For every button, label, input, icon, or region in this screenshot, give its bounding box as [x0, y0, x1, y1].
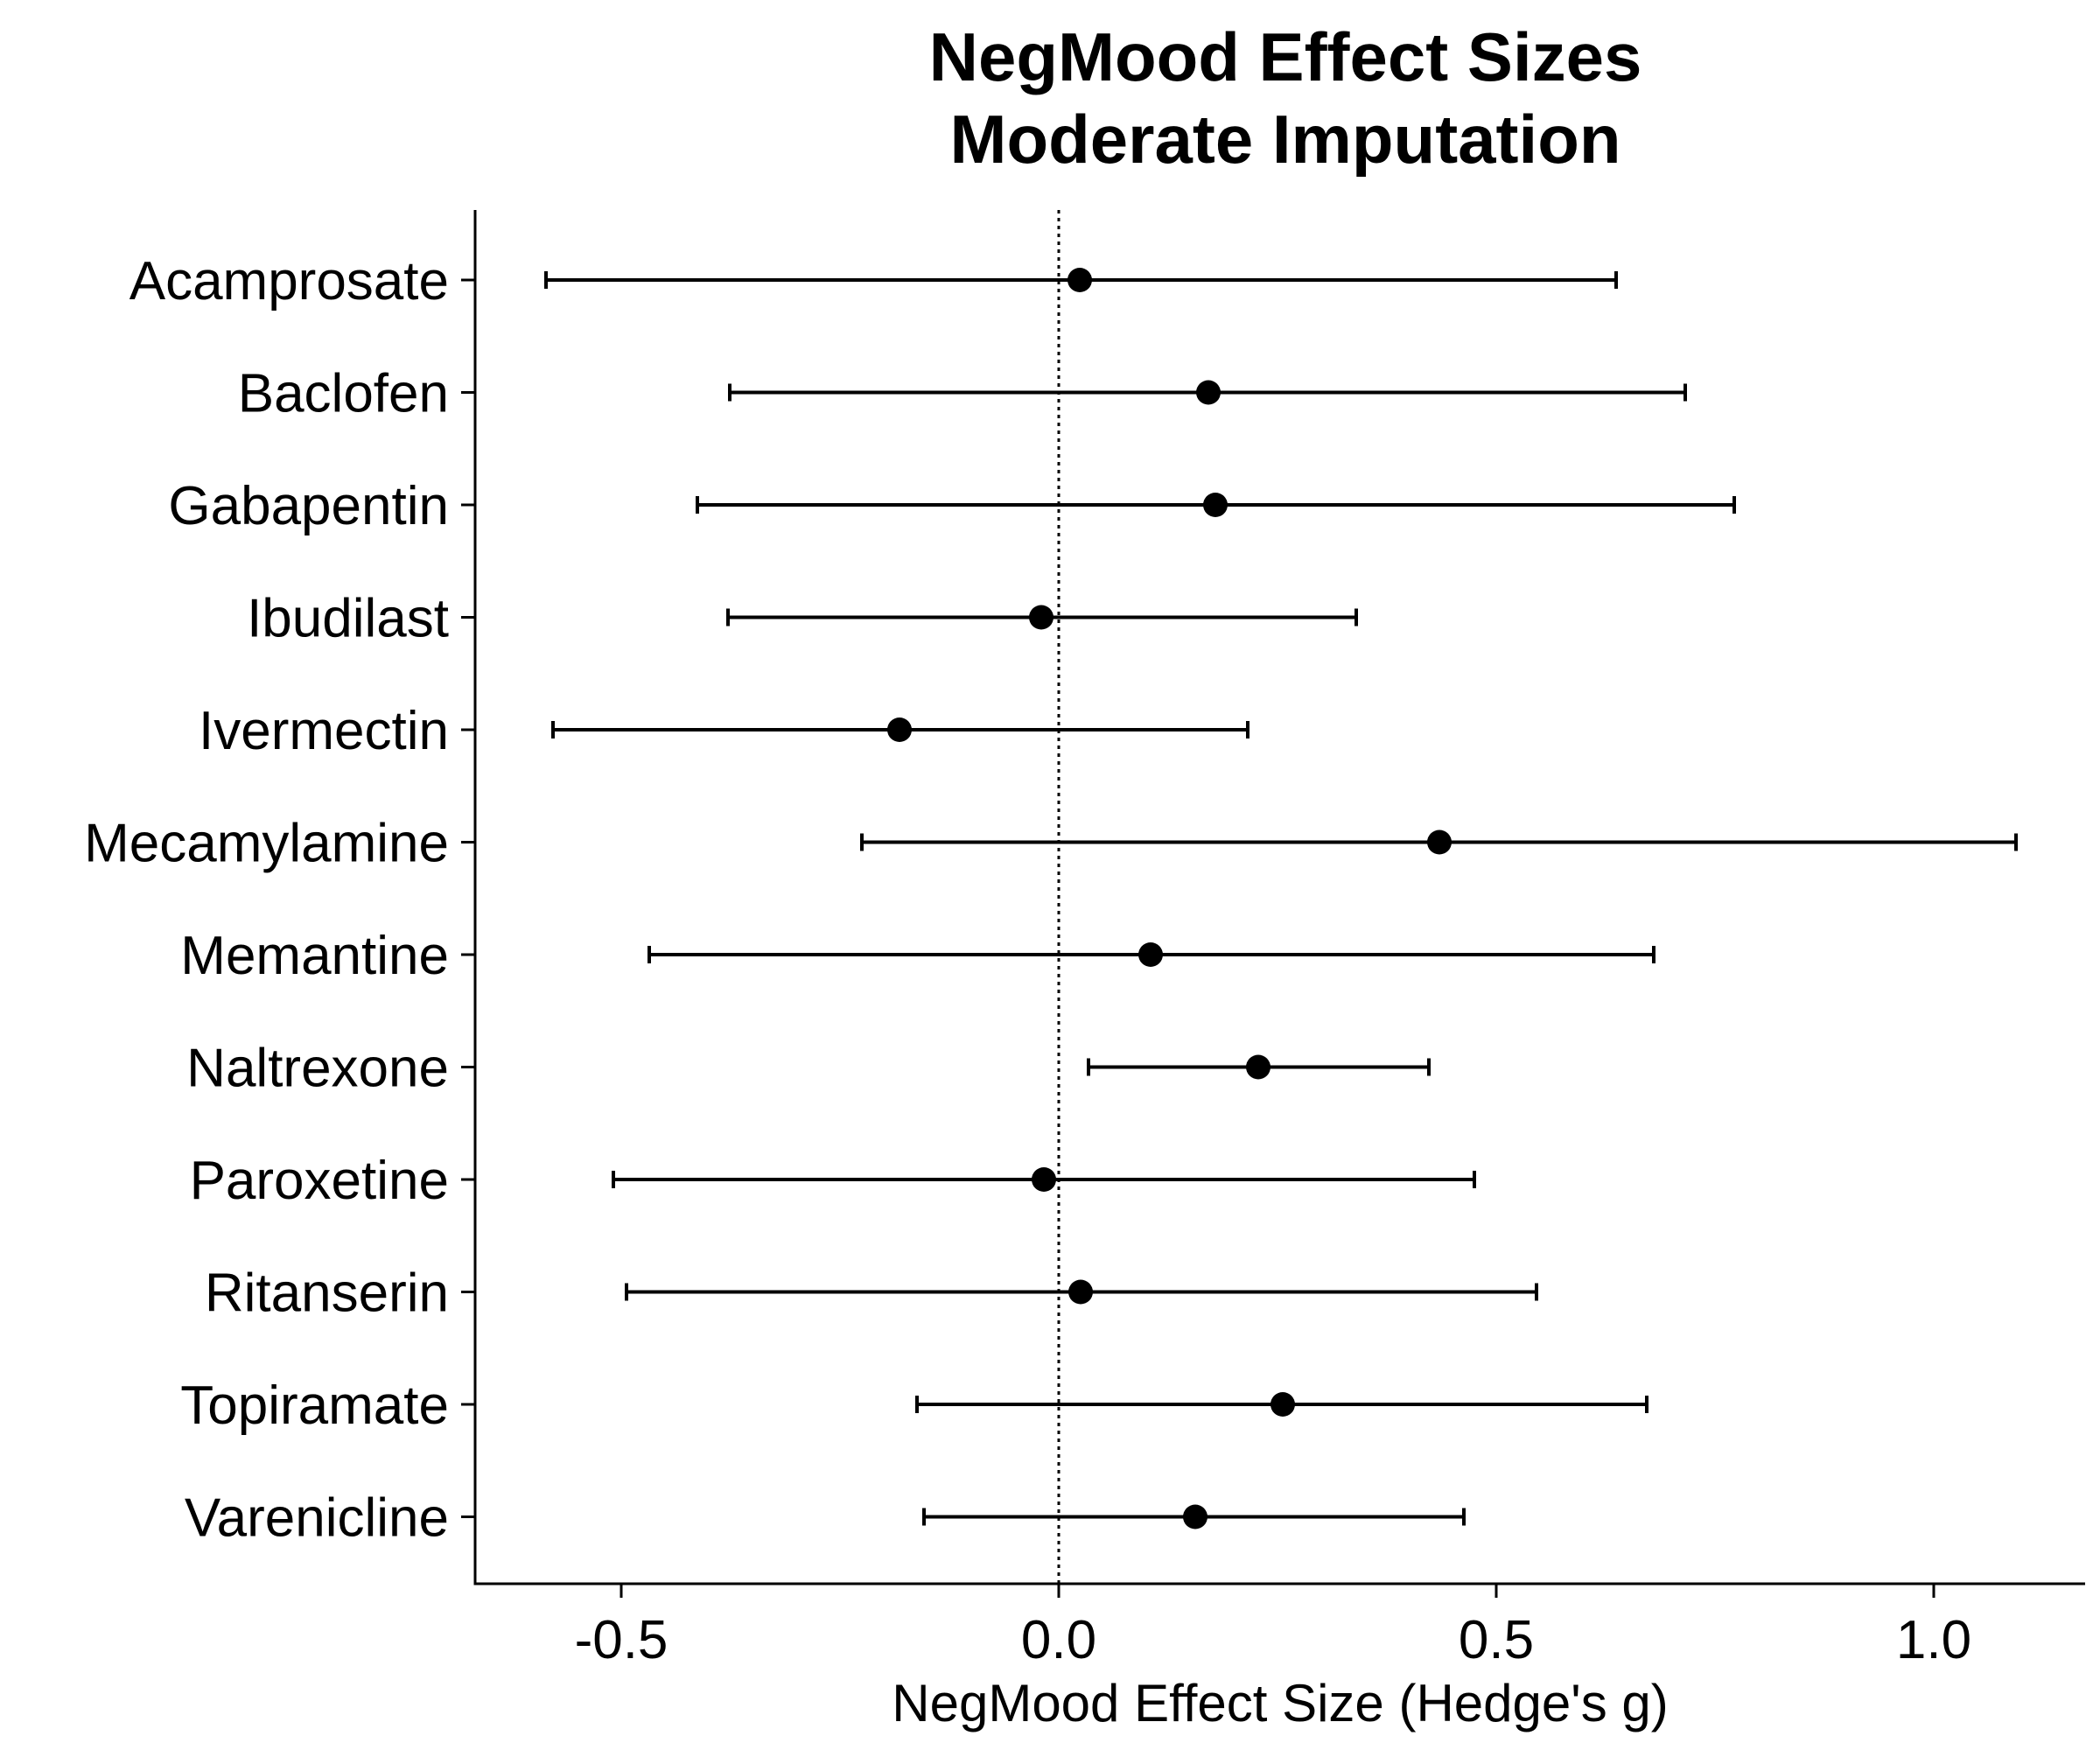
- y-tick-label-1: Baclofen: [238, 364, 449, 424]
- y-tick-label-3: Ibudilast: [247, 589, 449, 649]
- y-tick-label-11: Varenicline: [185, 1488, 449, 1549]
- y-tick-label-6: Memantine: [180, 926, 449, 986]
- estimate-point-11: [1183, 1504, 1208, 1530]
- estimate-point-8: [1032, 1167, 1056, 1192]
- estimate-point-2: [1203, 493, 1228, 517]
- chart-title-line-2: Moderate Imputation: [949, 101, 1620, 178]
- y-tick-label-9: Ritanserin: [205, 1264, 449, 1324]
- x-tick-label-2: 0.5: [1459, 1610, 1534, 1670]
- estimate-point-9: [1068, 1279, 1093, 1305]
- estimate-point-4: [887, 718, 912, 742]
- estimate-point-10: [1270, 1392, 1295, 1417]
- estimate-point-0: [1068, 268, 1092, 292]
- y-tick-label-10: Topiramate: [180, 1376, 449, 1436]
- y-tick-label-0: Acamprosate: [130, 251, 449, 312]
- y-tick-label-4: Ivermectin: [199, 701, 449, 761]
- y-tick-label-8: Paroxetine: [190, 1151, 449, 1211]
- chart-title-line-1: NegMood Effect Sizes: [929, 18, 1642, 95]
- estimate-point-7: [1246, 1054, 1270, 1080]
- plot-area: -0.5 0.0 0.5 1.0 Acamprosate Baclofen Gabapent…: [84, 210, 2085, 1670]
- y-tick-label-7: Naltrexone: [186, 1039, 449, 1099]
- estimate-point-6: [1138, 942, 1163, 967]
- x-tick-label-3: 1.0: [1896, 1610, 1971, 1670]
- y-tick-label-5: Mecamylamine: [84, 814, 449, 874]
- y-tick-label-2: Gabapentin: [168, 476, 449, 536]
- x-tick-label-0: -0.5: [575, 1610, 668, 1670]
- estimate-point-5: [1427, 830, 1452, 855]
- estimate-point-3: [1029, 605, 1054, 630]
- x-axis-title: NegMood Effect Size (Hedge's g): [892, 1674, 1668, 1732]
- x-tick-label-1: 0.0: [1021, 1610, 1096, 1670]
- estimate-point-1: [1196, 380, 1221, 405]
